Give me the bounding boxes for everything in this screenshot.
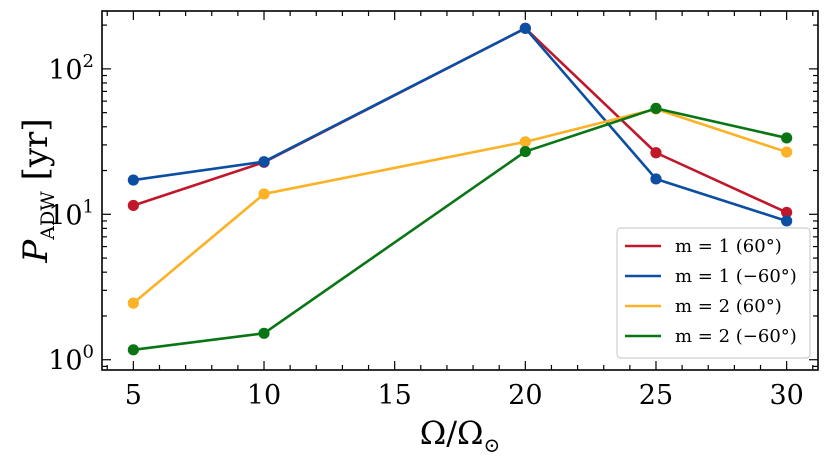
series-3-point	[258, 188, 270, 200]
series-3-point	[519, 136, 531, 148]
x-tick-label: 25	[639, 380, 673, 411]
series-4-point	[258, 327, 270, 339]
legend-box	[616, 227, 811, 359]
series-2-point	[258, 156, 270, 168]
x-axis-label: Ω/Ω⊙	[420, 414, 501, 457]
series-3-point	[781, 146, 793, 158]
series-2-point	[519, 22, 531, 34]
legend-label-2: m = 1 (−60°)	[675, 266, 797, 287]
legend-label-1: m = 1 (60°)	[675, 236, 782, 257]
series-4-point	[650, 102, 662, 114]
legend-label-3: m = 2 (60°)	[675, 296, 782, 317]
x-tick-label: 20	[508, 380, 542, 411]
series-4-point	[127, 344, 139, 356]
x-tick-label: 5	[125, 380, 142, 411]
series-1-point	[781, 206, 793, 219]
series-2-point	[781, 215, 793, 227]
series-4-point	[781, 132, 793, 144]
y-tick-label: 100	[48, 342, 94, 377]
series-line-2	[133, 27, 788, 223]
y-tick-label: 102	[48, 51, 94, 86]
series-2-point	[650, 173, 662, 185]
x-tick-label: 10	[247, 380, 281, 411]
series-1-point	[650, 147, 662, 159]
series-3-point	[127, 297, 139, 309]
x-tick-label: 30	[769, 380, 803, 411]
x-tick-label: 15	[377, 380, 411, 411]
y-axis-label: PADW [yr]	[16, 118, 59, 263]
series-4-point	[519, 145, 531, 158]
plot-frame	[101, 10, 819, 371]
y-tick-label: 101	[48, 196, 94, 231]
series-1-point	[127, 199, 139, 212]
legend-label-4: m = 2 (−60°)	[675, 326, 797, 347]
series-2-point	[127, 174, 139, 186]
